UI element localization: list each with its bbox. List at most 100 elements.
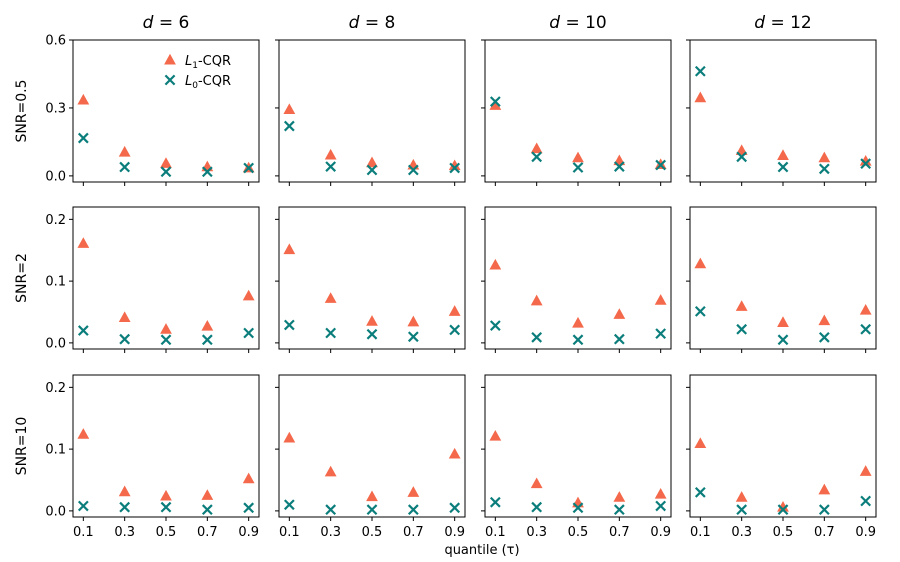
l1-cqr-point bbox=[242, 472, 255, 484]
y-tick-label: 0.1 bbox=[45, 443, 66, 458]
l1-cqr-point bbox=[160, 489, 172, 501]
l1-cqr-point bbox=[654, 488, 667, 499]
l1-cqr-point bbox=[572, 316, 584, 328]
l1-cqr-point bbox=[366, 315, 378, 326]
l1-cqr-point bbox=[572, 496, 584, 508]
legend-marker-triangle bbox=[164, 53, 176, 65]
l0-cqr-point bbox=[694, 306, 706, 317]
l1-cqr-point bbox=[366, 156, 378, 168]
l1-cqr-point bbox=[818, 483, 831, 495]
l1-cqr-point bbox=[572, 151, 584, 163]
l1-cqr-point bbox=[407, 315, 420, 327]
panel: 0.0 0.1 0.2 bbox=[45, 206, 260, 353]
l1-cqr-point bbox=[201, 489, 214, 500]
x-tick-label: 0.7 bbox=[403, 525, 424, 540]
x-tick-label: 0.9 bbox=[444, 525, 465, 540]
x-tick-label: 0.5 bbox=[568, 525, 589, 540]
panel: d = 10 bbox=[481, 13, 672, 186]
l1-cqr-point bbox=[489, 99, 502, 110]
l0-cqr-point bbox=[531, 151, 543, 163]
l1-cqr-point bbox=[735, 491, 748, 502]
l0-cqr-point bbox=[489, 320, 501, 331]
l0-cqr-point bbox=[613, 504, 625, 516]
x-tick-label: 0.1 bbox=[279, 525, 300, 540]
l1-cqr-point bbox=[448, 447, 461, 459]
panel: d = 8 bbox=[275, 13, 466, 186]
l0-cqr-point bbox=[407, 331, 419, 343]
panel bbox=[481, 206, 672, 353]
x-tick-label: 0.9 bbox=[650, 525, 671, 540]
l0-cqr-point bbox=[694, 486, 706, 498]
x-tick-label: 0.3 bbox=[114, 525, 135, 540]
l0-cqr-point bbox=[407, 504, 419, 516]
panel: d = 6 0.0 0.3 0.6 bbox=[45, 13, 260, 186]
l1-cqr-point bbox=[118, 485, 131, 497]
l1-cqr-point bbox=[777, 316, 789, 327]
x-tick-label: 0.7 bbox=[197, 525, 218, 540]
row-label: SNR=0.5 bbox=[14, 79, 30, 142]
column-title: d = 6 bbox=[143, 13, 190, 33]
l0-cqr-point bbox=[613, 161, 625, 172]
y-tick-label: 0.2 bbox=[45, 213, 66, 228]
row-label: SNR=2 bbox=[14, 253, 30, 303]
y-tick-label: 0.3 bbox=[45, 101, 66, 116]
panel: 0.1 0.3 0.5 0.7 0.9 bbox=[686, 374, 877, 540]
x-tick-label: 0.5 bbox=[773, 525, 794, 540]
panel: 0.0 0.1 0.2 0.1 0.3 0.5 0.7 0.9 bbox=[45, 374, 260, 540]
l0-cqr-point bbox=[77, 132, 89, 144]
l1-cqr-point bbox=[448, 159, 461, 171]
l1-cqr-point bbox=[694, 437, 707, 449]
panel-frame bbox=[689, 39, 877, 183]
l0-cqr-point bbox=[736, 323, 748, 335]
l0-cqr-point bbox=[160, 166, 172, 178]
l1-cqr-point bbox=[735, 300, 748, 311]
x-axis-label: quantile (τ) bbox=[444, 543, 519, 558]
l0-cqr-point bbox=[77, 500, 89, 512]
x-tick-label: 0.5 bbox=[156, 525, 177, 540]
l0-cqr-point bbox=[818, 504, 830, 516]
l0-cqr-point bbox=[243, 162, 255, 174]
l0-cqr-point bbox=[283, 499, 295, 511]
l0-cqr-point bbox=[160, 501, 172, 513]
x-tick-label: 0.7 bbox=[609, 525, 630, 540]
l1-cqr-point bbox=[735, 144, 748, 155]
l1-cqr-point bbox=[283, 431, 296, 443]
x-tick-label: 0.3 bbox=[320, 525, 341, 540]
l0-cqr-point bbox=[572, 162, 584, 173]
l0-cqr-point bbox=[860, 158, 872, 170]
l0-cqr-point bbox=[736, 151, 748, 163]
y-tick-label: 0.6 bbox=[45, 34, 66, 49]
l1-cqr-point bbox=[777, 149, 789, 160]
x-tick-label: 0.1 bbox=[73, 525, 94, 540]
l1-cqr-point bbox=[324, 148, 337, 160]
l0-cqr-point bbox=[736, 504, 748, 516]
l0-cqr-point bbox=[325, 327, 337, 339]
x-tick-label: 0.5 bbox=[362, 525, 383, 540]
l1-cqr-point bbox=[160, 157, 172, 168]
column-title: d = 8 bbox=[349, 13, 396, 33]
l1-cqr-point bbox=[530, 477, 543, 489]
l1-cqr-point bbox=[118, 311, 131, 323]
l1-cqr-point bbox=[366, 490, 378, 502]
l0-cqr-point bbox=[655, 159, 667, 171]
panel-frame bbox=[689, 206, 877, 350]
l1-cqr-point bbox=[77, 93, 90, 105]
l1-cqr-point bbox=[613, 491, 626, 502]
x-tick-label: 0.3 bbox=[731, 525, 752, 540]
l0-cqr-point bbox=[655, 328, 667, 339]
l0-cqr-point bbox=[489, 96, 501, 107]
l0-cqr-point bbox=[366, 328, 378, 340]
l0-cqr-point bbox=[613, 333, 625, 345]
l0-cqr-point bbox=[531, 331, 543, 343]
l1-cqr-point bbox=[77, 237, 90, 248]
x-tick-label: 0.1 bbox=[485, 525, 506, 540]
l1-cqr-point bbox=[530, 294, 543, 306]
l1-cqr-point bbox=[118, 145, 131, 157]
row-label: SNR=10 bbox=[14, 417, 30, 476]
panel-frame bbox=[689, 374, 877, 518]
panel: 0.1 0.3 0.5 0.7 0.9 bbox=[481, 374, 672, 540]
l0-cqr-point bbox=[694, 65, 706, 77]
l0-cqr-point bbox=[201, 334, 213, 346]
panel: 0.1 0.3 0.5 0.7 0.9 bbox=[275, 374, 466, 540]
